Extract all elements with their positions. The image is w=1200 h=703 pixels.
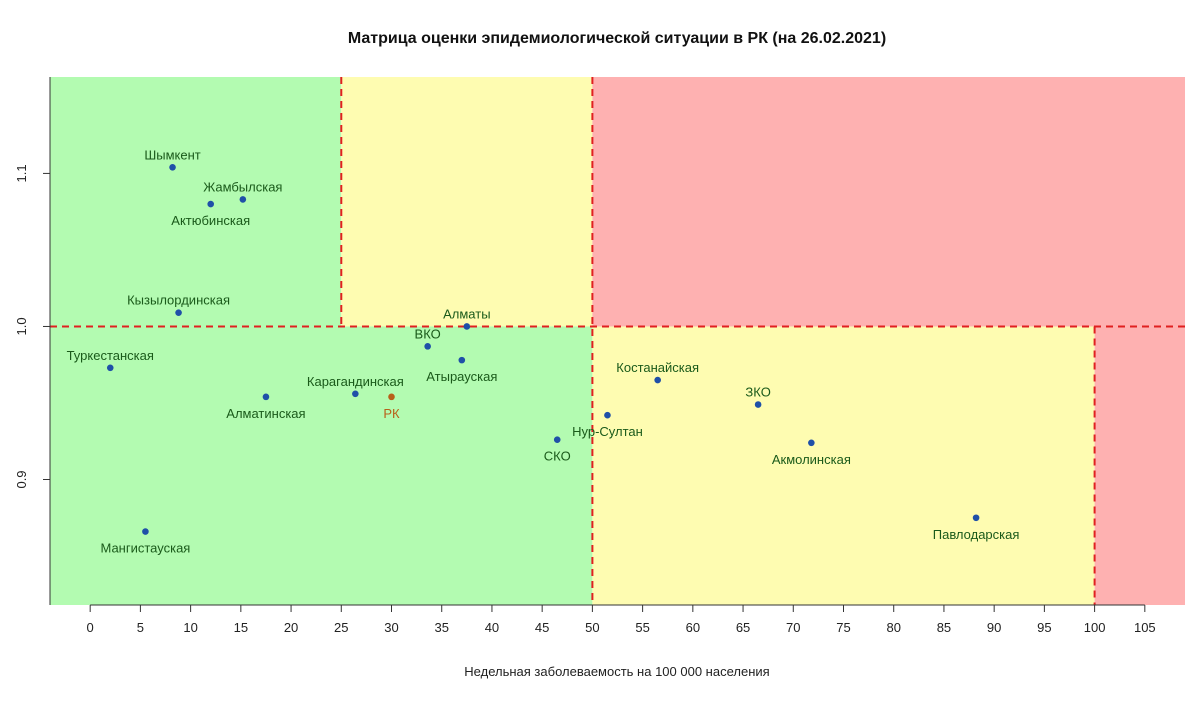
x-tick-label-70: 70 — [786, 620, 800, 635]
point-label-16: Акмолинская — [772, 452, 851, 467]
point-label-9: Алматы — [443, 306, 490, 321]
data-point-12 — [604, 411, 611, 419]
data-point-5 — [262, 393, 270, 401]
point-label-6: Карагандинская — [307, 374, 404, 389]
x-tick-label-85: 85 — [937, 620, 951, 635]
zone-0 — [50, 326, 593, 605]
x-tick-label-60: 60 — [686, 620, 700, 635]
data-point-6 — [352, 390, 359, 398]
point-label-3: Кызылординская — [127, 293, 230, 308]
point-label-10: Атырауская — [426, 369, 497, 384]
point-label-8: ВКО — [415, 326, 441, 341]
threshold-lines-layer — [50, 77, 1185, 605]
point-label-0: Шымкент — [144, 147, 200, 162]
zone-4 — [592, 77, 1185, 327]
data-point-17 — [972, 514, 980, 522]
point-labels-layer: Шымкент Жамбылская Актюбинская Кызылординск… — [67, 147, 1020, 555]
x-tick-label-20: 20 — [284, 620, 298, 635]
data-point-1 — [239, 196, 247, 203]
x-tick-label-25: 25 — [334, 620, 348, 635]
point-label-7: РК — [383, 406, 400, 421]
data-point-2 — [207, 200, 215, 208]
x-tick-label-80: 80 — [886, 620, 900, 635]
data-point-15 — [754, 401, 762, 408]
x-tick-label-45: 45 — [535, 620, 549, 635]
y-tick-label-1: 1.0 — [14, 317, 29, 335]
zones-layer — [50, 77, 1185, 605]
zone-3 — [592, 326, 1095, 605]
x-tick-label-5: 5 — [137, 620, 144, 635]
point-label-17: Павлодарская — [933, 527, 1020, 542]
data-point-7 — [388, 393, 395, 401]
point-label-13: Мангистауская — [100, 541, 190, 556]
x-tick-label-90: 90 — [987, 620, 1001, 635]
y-tick-label-0: 0.9 — [14, 470, 29, 488]
data-point-14 — [654, 376, 661, 384]
data-point-9 — [463, 323, 471, 330]
x-tick-label-35: 35 — [434, 620, 448, 635]
x-tick-label-40: 40 — [485, 620, 499, 635]
data-point-11 — [553, 436, 561, 444]
data-point-4 — [106, 364, 114, 372]
data-point-8 — [424, 343, 431, 350]
x-tick-label-105: 105 — [1134, 620, 1156, 635]
chart-title: Матрица оценки эпидемиологической ситуац… — [347, 30, 887, 47]
x-tick-label-65: 65 — [736, 620, 750, 635]
point-label-15: ЗКО — [745, 385, 770, 400]
data-point-10 — [458, 356, 466, 364]
x-tick-label-50: 50 — [585, 620, 599, 635]
point-label-2: Актюбинская — [171, 213, 250, 228]
points-layer — [106, 163, 980, 535]
point-label-12: Нур-Султан — [572, 424, 643, 439]
point-label-5: Алматинская — [226, 406, 305, 421]
x-tick-label-30: 30 — [384, 620, 398, 635]
y-tick-label-2: 1.1 — [14, 164, 29, 182]
point-label-1: Жамбылская — [203, 179, 282, 194]
data-point-3 — [175, 309, 182, 316]
data-point-13 — [142, 528, 149, 535]
x-tick-label-0: 0 — [87, 620, 94, 635]
data-point-16 — [808, 439, 815, 447]
point-label-14: Костанайская — [616, 360, 699, 375]
x-tick-label-15: 15 — [234, 620, 248, 635]
x-tick-label-75: 75 — [836, 620, 850, 635]
zone-1 — [50, 77, 342, 327]
zone-2 — [341, 77, 593, 327]
data-point-0 — [169, 163, 176, 171]
point-label-11: СКО — [544, 449, 571, 464]
x-tick-label-95: 95 — [1037, 620, 1051, 635]
x-tick-label-100: 100 — [1084, 620, 1106, 635]
point-label-4: Туркестанская — [67, 348, 154, 363]
axes-layer: 0 5 10 15 20 25 30 35 40 45 50 55 60 65 70 75 80 85 90 95 10… — [14, 77, 1156, 635]
x-tick-label-10: 10 — [183, 620, 197, 635]
x-axis-label: Недельная заболеваемость на 100 000 насе… — [464, 664, 770, 679]
x-tick-label-55: 55 — [635, 620, 649, 635]
zone-5 — [1094, 326, 1185, 605]
